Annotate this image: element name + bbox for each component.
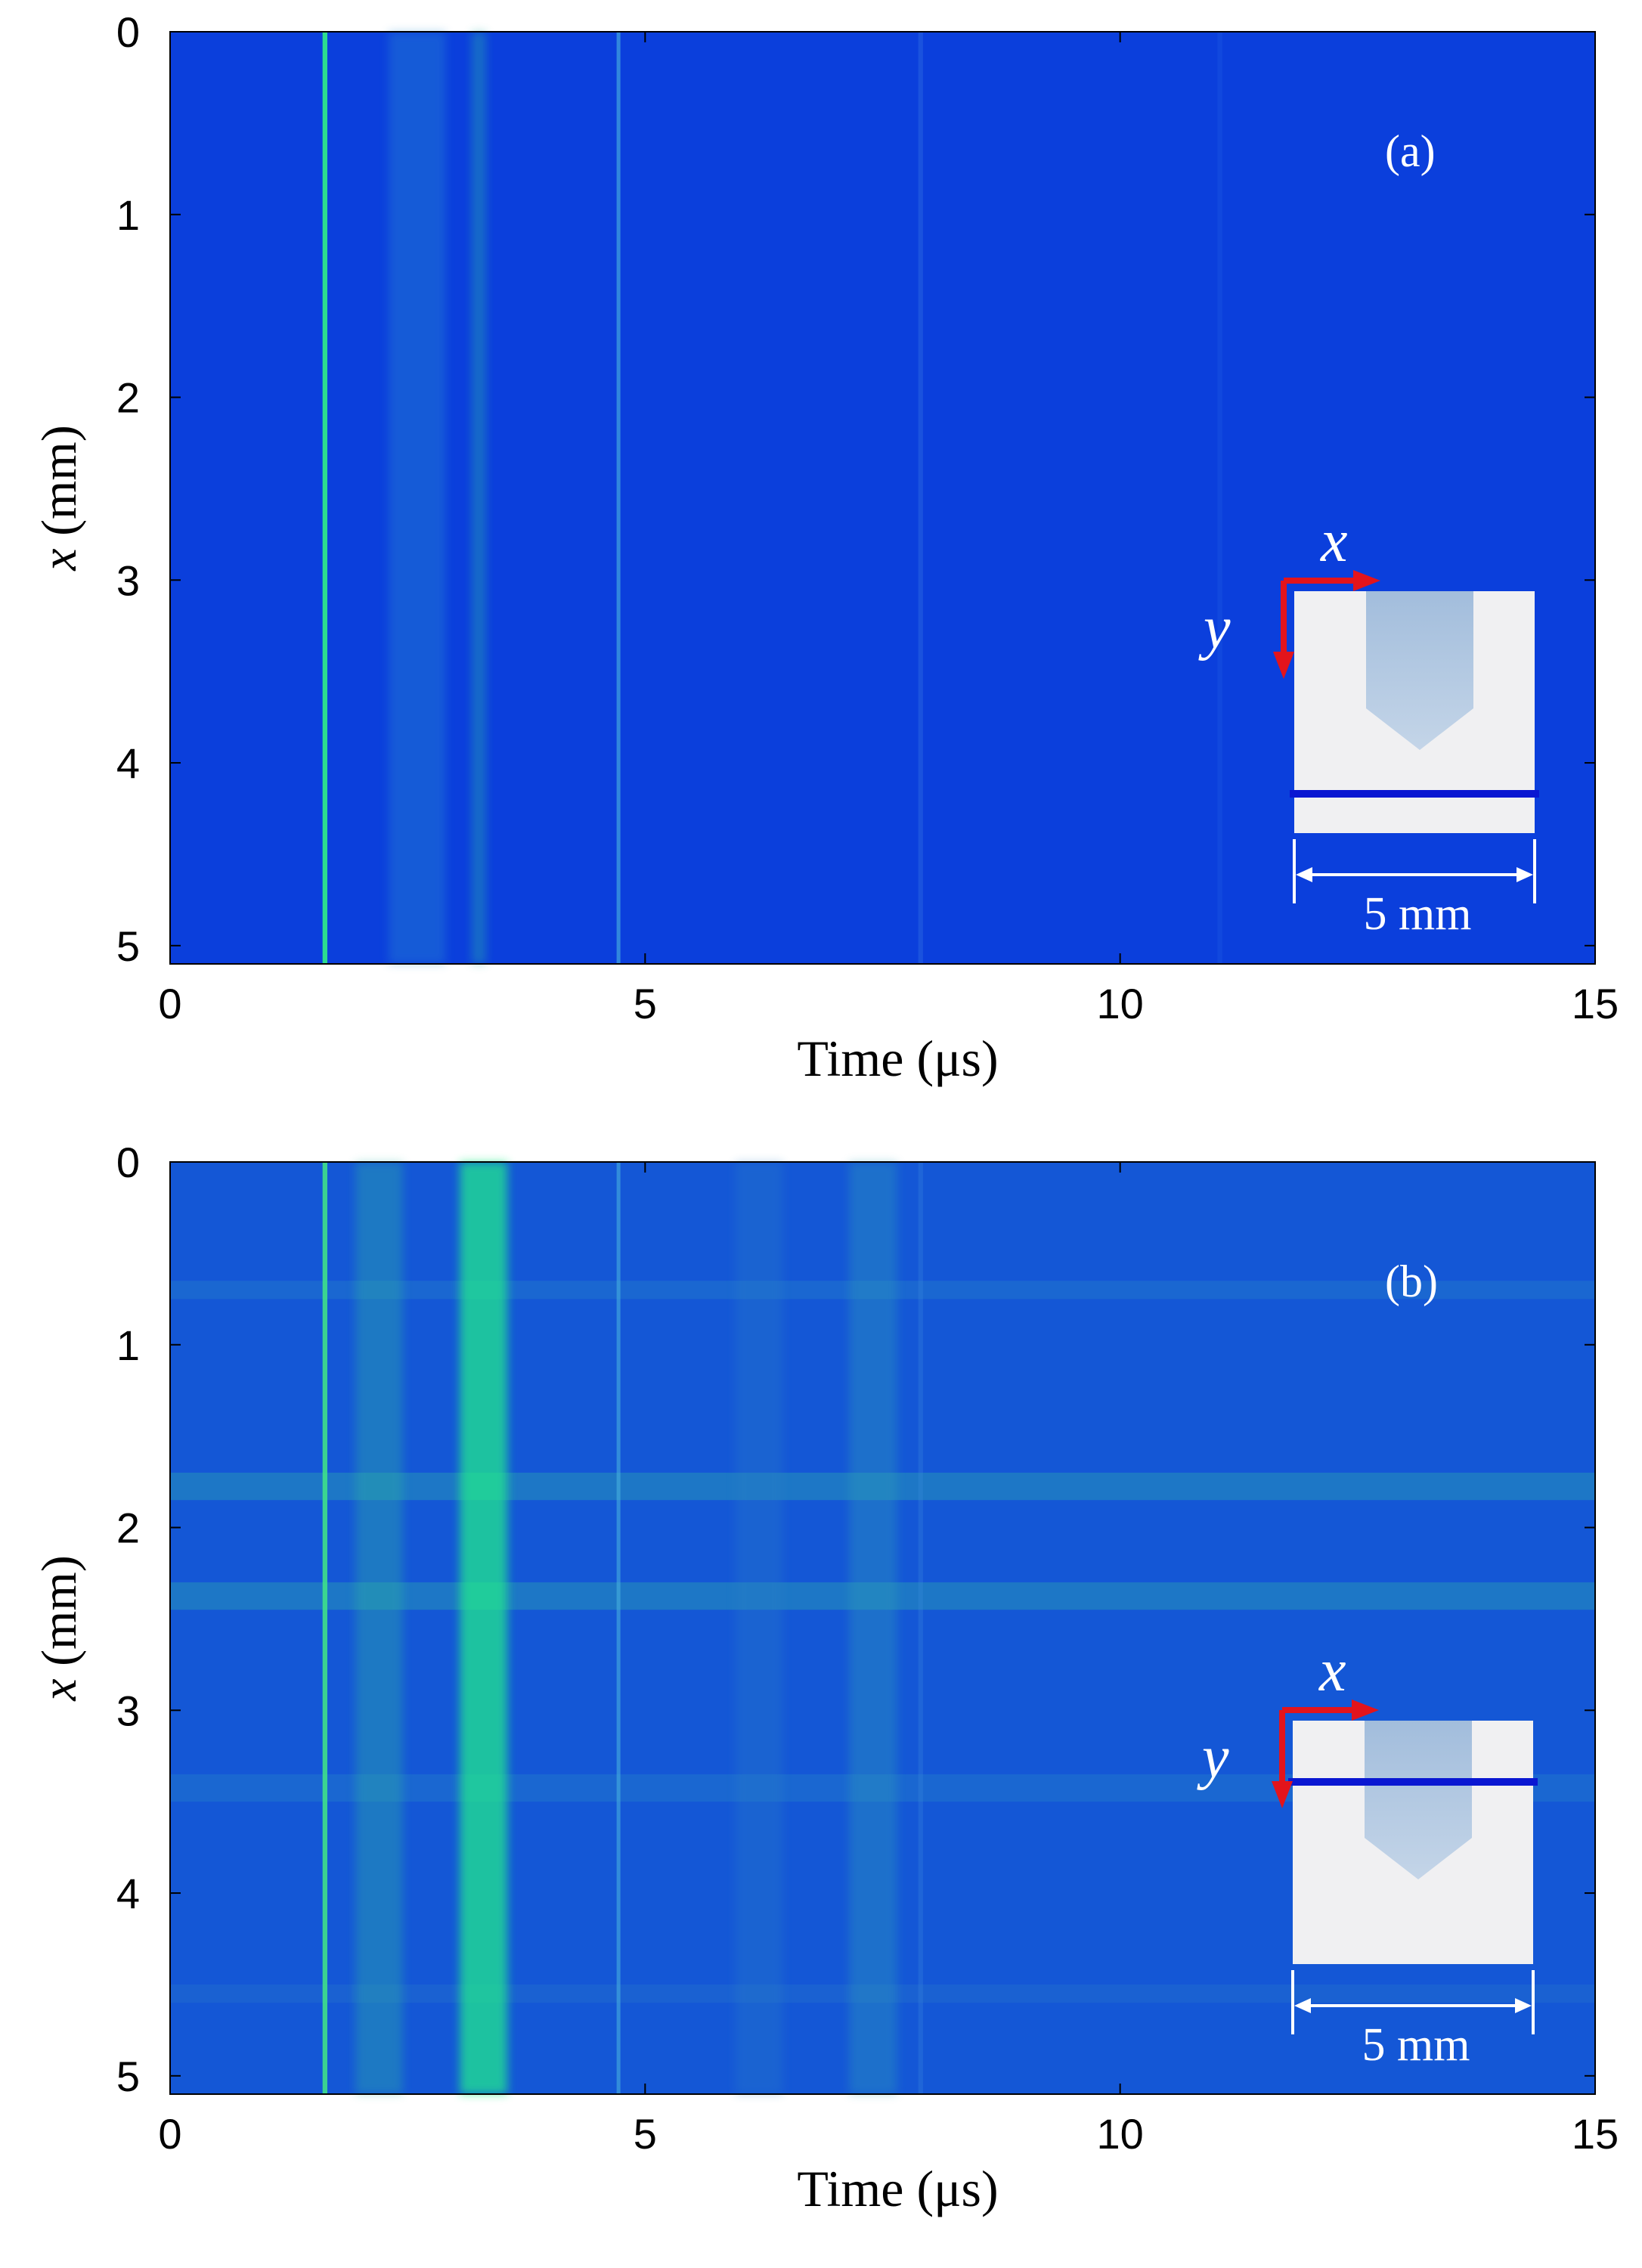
panel-label: (b) xyxy=(1385,1256,1438,1306)
dimension-arrow-right xyxy=(1517,867,1533,882)
y-tick-label: 1 xyxy=(116,1321,140,1369)
x-axis-label: Time (μs) xyxy=(797,2160,998,2217)
y-arrow-head xyxy=(1273,652,1294,679)
x-tick-label: 0 xyxy=(158,2110,181,2158)
y-tick-label: 5 xyxy=(116,2053,140,2100)
inset-y-label: y xyxy=(1198,595,1231,662)
sample-inset: x y 5 mm xyxy=(1197,1637,1538,2071)
y-tick-label: 4 xyxy=(116,1870,140,1917)
x-ticks: 0 5 10 15 xyxy=(158,32,1619,1027)
y-axis-label: x (mm) xyxy=(32,425,87,571)
inset-x-label: x xyxy=(1320,508,1348,575)
y-tick-label: 0 xyxy=(116,8,140,56)
dimension-arrow-left xyxy=(1294,1998,1311,2013)
y-tick-label: 3 xyxy=(116,1687,140,1734)
echo-feature-1 xyxy=(355,1162,403,2094)
echo-line-0 xyxy=(322,1162,327,2094)
echo-feature-2 xyxy=(460,1162,508,2094)
dimension-arrow-right xyxy=(1515,1998,1532,2013)
y-tick-label: 0 xyxy=(116,1139,140,1186)
inset-x-label: x xyxy=(1318,1637,1346,1704)
x-tick-label: 15 xyxy=(1572,980,1619,1027)
plot-frame xyxy=(169,1161,1596,2095)
echo-line-3 xyxy=(616,32,621,964)
x-arrow-head xyxy=(1352,1699,1379,1721)
y-tick-label: 3 xyxy=(116,556,140,604)
echo-feature-2 xyxy=(471,32,486,964)
y-axis-label: x (mm) xyxy=(32,1555,87,1701)
echo-feature-1 xyxy=(389,32,446,964)
y-arrow-head xyxy=(1272,1781,1293,1808)
x-tick-label: 10 xyxy=(1097,2110,1144,2158)
heatmap-area xyxy=(170,32,1595,964)
echo-feature-5 xyxy=(849,1162,897,2094)
x-tick-label: 5 xyxy=(634,2110,657,2158)
scale-label: 5 mm xyxy=(1362,2019,1470,2071)
dimension-arrow-left xyxy=(1296,867,1312,882)
y-ticks: 0 1 2 3 4 5 xyxy=(116,1139,1595,2100)
y-tick-label: 4 xyxy=(116,739,140,787)
echo-line-5 xyxy=(1217,32,1222,964)
x-ticks: 0 5 10 15 xyxy=(158,1162,1619,2158)
y-tick-label: 2 xyxy=(116,374,140,422)
x-tick-label: 10 xyxy=(1097,980,1144,1027)
echo-line-3 xyxy=(616,1162,621,2094)
sample-inset: x y 5 mm xyxy=(1198,508,1539,940)
inset-y-label: y xyxy=(1197,1724,1229,1791)
defect-shape xyxy=(1365,1721,1472,1879)
y-ticks: 0 1 2 3 4 5 xyxy=(116,8,1595,970)
x-tick-label: 0 xyxy=(158,980,181,1027)
echo-line-4 xyxy=(918,32,923,964)
y-axis-label-var: x xyxy=(32,1678,87,1701)
x-arrow-head xyxy=(1353,570,1380,591)
y-axis-label-var: x xyxy=(32,548,87,571)
scale-label: 5 mm xyxy=(1364,888,1472,940)
x-tick-label: 5 xyxy=(634,980,657,1027)
y-tick-label: 5 xyxy=(116,922,140,970)
y-tick-label: 2 xyxy=(116,1504,140,1552)
panel-label: (a) xyxy=(1385,126,1436,176)
echo-line-6 xyxy=(918,1162,923,2094)
echo-feature-4 xyxy=(735,1162,783,2094)
x-axis-label: Time (μs) xyxy=(797,1030,998,1087)
y-axis-label-unit: (mm) xyxy=(32,425,87,548)
y-axis-label-unit: (mm) xyxy=(32,1555,87,1678)
x-tick-label: 15 xyxy=(1572,2110,1619,2158)
plot-frame xyxy=(169,31,1596,965)
echo-line-0 xyxy=(322,32,327,964)
y-tick-label: 1 xyxy=(116,191,140,239)
defect-shape xyxy=(1366,591,1473,750)
